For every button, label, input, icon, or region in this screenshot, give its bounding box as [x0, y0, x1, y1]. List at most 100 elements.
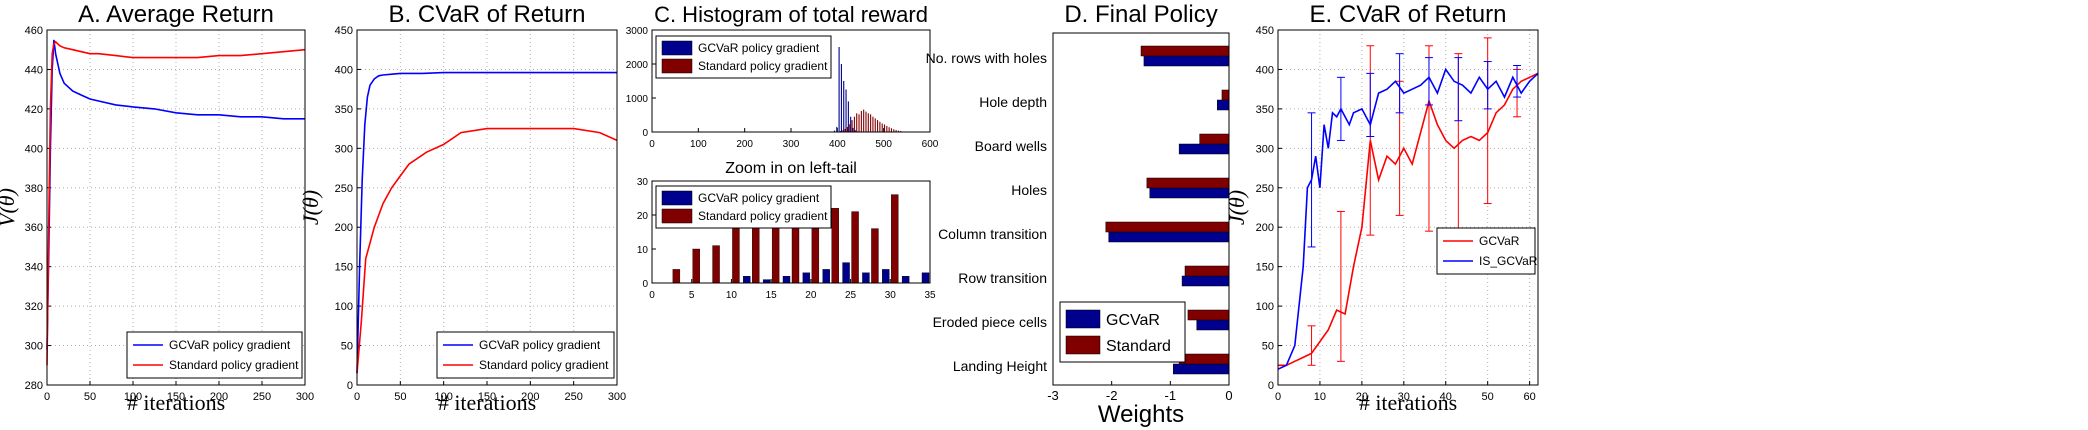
chart-title: C. Histogram of total reward — [654, 2, 928, 27]
x-tick-label: -1 — [1165, 388, 1177, 403]
policy-weight-bar-standard — [1221, 89, 1230, 101]
zoom-bar-gcvar — [802, 272, 811, 284]
histogram-bar-standard — [856, 113, 858, 132]
y-tick-label: 300 — [335, 143, 353, 155]
zoom-bar-gcvar — [882, 269, 890, 284]
histogram-bar-standard — [881, 123, 883, 132]
y-axis-label: J(θ) — [1224, 190, 1249, 225]
policy-weight-bar-gcvar — [1173, 363, 1230, 375]
y-tick-label: 200 — [1256, 222, 1274, 234]
x-tick-label: 300 — [296, 391, 314, 403]
histogram-bar-standard — [851, 120, 853, 132]
legend-box — [1436, 227, 1536, 275]
legend-box — [436, 331, 615, 379]
legend-label: Standard policy gradient — [479, 358, 609, 372]
policy-weight-bar-gcvar — [1217, 99, 1230, 111]
legend-swatch — [1065, 309, 1101, 329]
histogram-bar-standard — [870, 114, 872, 132]
x-tick-label: 600 — [922, 139, 939, 150]
x-tick-label: 40 — [1440, 391, 1452, 403]
histogram-bar-standard — [895, 129, 897, 132]
histogram-bar-standard — [890, 128, 893, 132]
policy-weight-bar-gcvar — [1196, 319, 1230, 331]
category-label: No. rows with holes — [926, 50, 1047, 66]
zoom-bar-gcvar — [842, 262, 850, 284]
x-tick-label: 100 — [434, 391, 452, 403]
policy-weight-bar-standard — [1187, 309, 1230, 321]
y-tick-label: 200 — [335, 222, 353, 234]
histogram-bar-gcvar — [847, 101, 849, 132]
y-tick-label: 400 — [335, 64, 353, 76]
panel-e-cvar-of-return: 0 50 100 150 200 250 300 350 400 450 0 10 20 30 40 50 60… — [1224, 1, 1539, 415]
x-tick-label: 400 — [829, 139, 846, 150]
category-label: Landing Height — [953, 358, 1047, 374]
x-axis-label: # iterations — [127, 390, 225, 415]
legend-swatch — [661, 208, 693, 224]
zoom-bar-standard — [791, 221, 800, 284]
y-tick-label: 0 — [642, 279, 648, 290]
policy-weight-bar-standard — [1178, 353, 1230, 365]
histogram-bar-gcvar — [838, 47, 840, 132]
y-tick-label: 400 — [1256, 64, 1274, 76]
zoom-bar-standard — [752, 224, 760, 284]
policy-weight-bar-standard — [1199, 133, 1230, 145]
y-tick-label: 100 — [335, 301, 353, 313]
y-tick-label: 150 — [335, 262, 353, 274]
x-tick-label: 0 — [649, 139, 655, 150]
histogram-bar-standard — [860, 110, 862, 132]
y-tick-label: 0 — [347, 380, 353, 392]
y-tick-label: 20 — [637, 211, 649, 222]
histogram-bar-gcvar — [845, 89, 847, 132]
x-tick-label: 35 — [924, 290, 936, 301]
histogram-bar-standard — [853, 116, 855, 132]
x-tick-label: 50 — [84, 391, 96, 403]
policy-weight-bar-gcvar — [1108, 231, 1230, 243]
y-tick-label: 300 — [25, 341, 43, 353]
x-tick-label: 250 — [564, 391, 582, 403]
x-tick-label: 10 — [726, 290, 738, 301]
x-tick-label: 100 — [690, 139, 707, 150]
y-tick-label: 2000 — [626, 60, 649, 71]
y-tick-label: 250 — [335, 183, 353, 195]
zoom-bar-standard — [831, 207, 839, 284]
x-tick-label: 15 — [766, 290, 778, 301]
zoom-bar-standard — [891, 194, 899, 284]
x-tick-label: 20 — [1356, 391, 1368, 403]
legend-swatch — [661, 190, 693, 206]
histogram-bar-standard — [867, 113, 869, 132]
histogram-bar-standard — [877, 120, 879, 132]
histogram-bar-standard — [883, 124, 886, 132]
legend-label: GCVaR — [1479, 234, 1520, 248]
x-tick-label: 200 — [210, 391, 228, 403]
series-line-standard — [46, 40, 306, 366]
panel-a-average-return: 280 300 320 340 360 380 400 420 440 460 0 50 100 150 2… — [0, 1, 314, 415]
zoom-bar-gcvar — [901, 276, 910, 284]
chart-title: E. CVaR of Return — [1310, 1, 1507, 28]
histogram-bar-standard — [879, 121, 881, 132]
x-tick-label: -3 — [1047, 388, 1059, 403]
category-label: Board wells — [975, 138, 1047, 154]
y-tick-label: 0 — [1268, 380, 1274, 392]
chart-title: B. CVaR of Return — [389, 1, 586, 28]
series-line-gcvar — [356, 71, 617, 374]
zoom-bar-gcvar — [782, 276, 791, 284]
y-tick-label: 440 — [25, 64, 43, 76]
y-tick-label: 250 — [1256, 183, 1274, 195]
zoom-bar-standard — [712, 245, 720, 284]
histogram-bar-standard — [872, 116, 874, 132]
chart-title: A. Average Return — [78, 1, 274, 28]
x-tick-label: 0 — [649, 290, 655, 301]
x-tick-label: 150 — [167, 391, 185, 403]
y-tick-label: 280 — [25, 380, 43, 392]
zoom-bar-standard — [672, 269, 681, 284]
y-tick-label: 3000 — [626, 26, 649, 37]
x-tick-label: 30 — [885, 290, 897, 301]
x-tick-label: 200 — [736, 139, 753, 150]
zoom-bar-standard — [871, 228, 879, 284]
x-tick-label: 25 — [845, 290, 857, 301]
histogram-bar-standard — [844, 128, 846, 132]
plot-frame — [46, 29, 306, 386]
zoom-bar-standard — [811, 228, 820, 284]
y-axis-label: V(θ) — [0, 188, 19, 227]
